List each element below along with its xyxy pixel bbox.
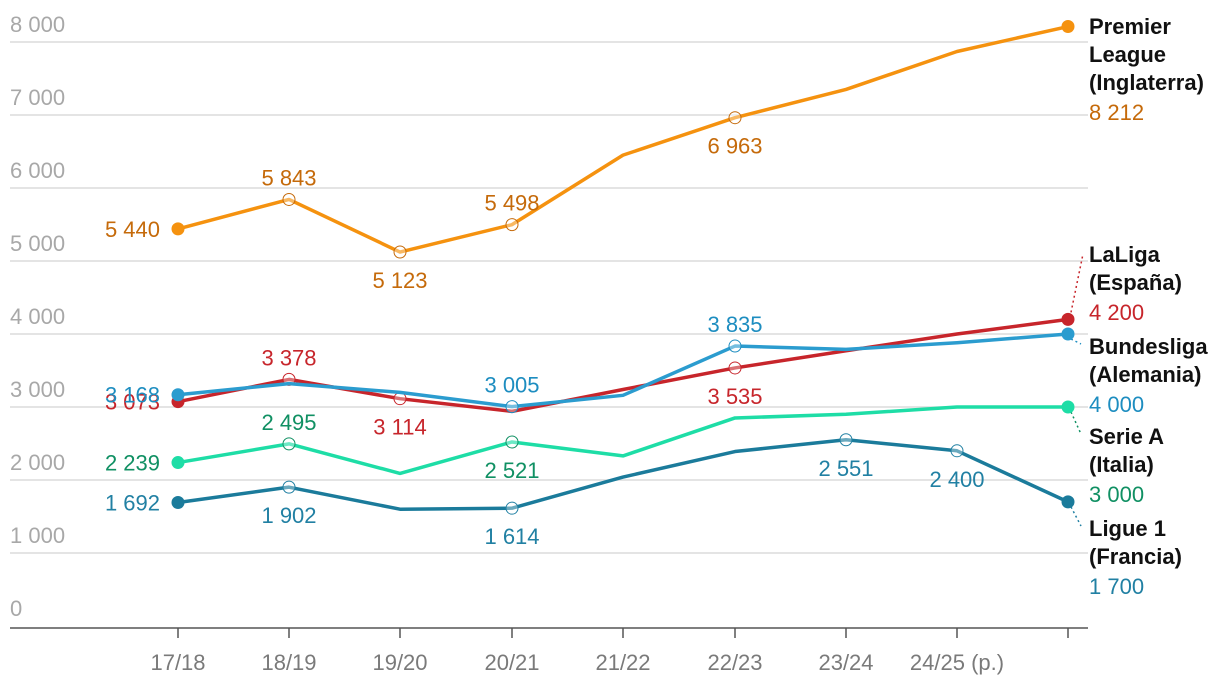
series-line (176, 405, 1070, 476)
legend-entry: Premier League (Inglaterra) 8 212 (1089, 14, 1204, 125)
data-label: 2 239 (105, 451, 160, 476)
x-axis: 17/18 18/19 19/20 20/21 21/22 22/23 23/24 24/25… (10, 627, 1088, 675)
series-point (728, 361, 742, 375)
data-label: 3 378 (261, 345, 316, 370)
series-point (171, 388, 185, 402)
series-point (1061, 20, 1075, 34)
series-end-value: 3 000 (1089, 482, 1144, 507)
data-label: 2 400 (929, 467, 984, 492)
data-label: 3 535 (707, 384, 762, 409)
series-point (282, 437, 296, 451)
data-label: 3 005 (484, 373, 539, 398)
series-name: (Francia) (1089, 544, 1182, 569)
data-label: 5 498 (484, 191, 539, 216)
y-tick-label: 7 000 (10, 85, 65, 110)
leader-line (1070, 338, 1082, 345)
y-tick-label: 3 000 (10, 377, 65, 402)
series-point (1061, 327, 1075, 341)
data-label: 2 521 (484, 458, 539, 483)
leader-line (1070, 253, 1084, 313)
series-point (171, 222, 185, 236)
series-point (505, 400, 519, 414)
series-name: (España) (1089, 270, 1182, 295)
series-name: Premier (1089, 14, 1171, 39)
series-premier (171, 20, 1075, 259)
data-label: 1 692 (105, 490, 160, 515)
x-tick-label: 22/23 (707, 650, 762, 675)
series-bundesliga (171, 327, 1075, 414)
data-label: 3 168 (105, 383, 160, 408)
series-point (505, 218, 519, 232)
series-point (950, 444, 964, 458)
data-label: 3 114 (373, 415, 426, 440)
series-name: Serie A (1089, 424, 1164, 449)
series-point (728, 111, 742, 125)
data-label: 5 843 (261, 165, 316, 190)
y-tick-label: 0 (10, 596, 22, 621)
series-end-value: 4 000 (1089, 392, 1144, 417)
series-name: (Italia) (1089, 452, 1154, 477)
data-label: 3 835 (707, 312, 762, 337)
series-ligue-1 (171, 433, 1075, 515)
series-name: (Alemania) (1089, 362, 1201, 387)
series-point (839, 433, 853, 447)
series-point (1061, 312, 1075, 326)
series-point (282, 480, 296, 494)
x-tick-label: 20/21 (484, 650, 539, 675)
x-tick-label: 18/19 (261, 650, 316, 675)
series-name: LaLiga (1089, 242, 1161, 267)
leader-line (1070, 506, 1082, 527)
series-end-value: 1 700 (1089, 574, 1144, 599)
data-label: 2 551 (818, 456, 873, 481)
x-tick-label: 17/18 (150, 650, 205, 675)
series-serie-a (171, 400, 1075, 476)
leader-lines (1070, 253, 1084, 527)
series-point (282, 192, 296, 206)
series-end-value: 4 200 (1089, 300, 1144, 325)
series-name: (Inglaterra) (1089, 70, 1204, 95)
legend-entry: Serie A (Italia) 3 000 (1089, 424, 1164, 507)
data-label: 2 495 (261, 410, 316, 435)
series-legend: Premier League (Inglaterra) 8 212 LaLiga (Esp… (1089, 14, 1208, 599)
series-point (171, 456, 185, 470)
data-label: 5 440 (105, 217, 160, 242)
data-label: 6 963 (707, 134, 762, 159)
data-labels: 5 440 5 843 5 123 5 498 6 963 3 073 3 378 3 114… (105, 134, 985, 549)
data-label: 1 902 (261, 503, 316, 528)
series-point (171, 495, 185, 509)
x-tick-label: 23/24 (818, 650, 873, 675)
y-tick-label: 1 000 (10, 523, 65, 548)
data-label: 1 614 (484, 524, 539, 549)
data-label: 5 123 (372, 268, 427, 293)
leader-line (1070, 411, 1082, 435)
series-name: League (1089, 42, 1166, 67)
y-tick-label: 8 000 (10, 12, 65, 37)
y-tick-label: 5 000 (10, 231, 65, 256)
x-tick-label: 24/25 (p.) (910, 650, 1004, 675)
series-end-value: 8 212 (1089, 100, 1144, 125)
series-point (1061, 495, 1075, 509)
series-name: Ligue 1 (1089, 516, 1166, 541)
x-tick-label: 21/22 (595, 650, 650, 675)
series-layer (171, 20, 1075, 515)
series-line (176, 438, 1070, 511)
grid-layer: 0 1 000 2 000 3 000 4 000 5 000 6 000 7 000 8 00… (10, 12, 1088, 621)
y-tick-label: 4 000 (10, 304, 65, 329)
series-line (176, 332, 1070, 409)
y-tick-label: 2 000 (10, 450, 65, 475)
legend-entry: Bundesliga (Alemania) 4 000 (1089, 334, 1208, 417)
series-name: Bundesliga (1089, 334, 1208, 359)
legend-entry: Ligue 1 (Francia) 1 700 (1089, 516, 1182, 599)
series-point (1061, 400, 1075, 414)
y-tick-label: 6 000 (10, 158, 65, 183)
data-label: 3 073 (105, 390, 160, 415)
x-tick-label: 19/20 (372, 650, 427, 675)
series-point (505, 501, 519, 515)
legend-entry: LaLiga (España) 4 200 (1089, 242, 1182, 325)
series-line (176, 24, 1070, 254)
series-point (505, 435, 519, 449)
series-point (728, 339, 742, 353)
series-point (393, 245, 407, 259)
